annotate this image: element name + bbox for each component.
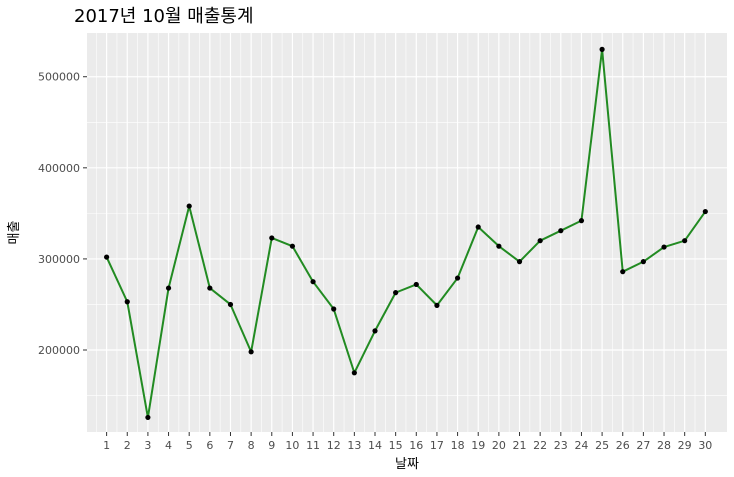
data-point-28 — [661, 244, 667, 250]
series-layer — [105, 48, 707, 419]
data-point-23 — [558, 228, 564, 234]
y-tick-label: 500000 — [38, 71, 80, 84]
minor-gridlines — [87, 33, 727, 432]
x-tick-label: 21 — [513, 439, 527, 452]
data-point-16 — [413, 281, 419, 288]
major-gridlines — [87, 33, 727, 432]
data-point-11 — [310, 279, 316, 285]
x-tick-label: 16 — [409, 439, 423, 452]
data-point-3 — [145, 414, 151, 421]
data-point-13 — [351, 370, 357, 376]
x-tick-label: 22 — [533, 439, 547, 452]
y-tick-label: 300000 — [38, 253, 80, 266]
x-tick-label: 12 — [327, 439, 341, 452]
x-tick-label: 26 — [616, 439, 630, 452]
x-tick-label: 15 — [389, 439, 403, 452]
data-point-7 — [227, 301, 234, 308]
data-point-6 — [207, 285, 213, 291]
y-tick-label: 200000 — [38, 344, 80, 357]
x-tick-label: 13 — [347, 439, 361, 452]
data-point-22 — [537, 238, 543, 244]
data-point-8 — [248, 349, 254, 355]
x-tick-label: 18 — [451, 439, 465, 452]
x-tick-label: 5 — [186, 439, 193, 452]
plot-panel — [87, 33, 727, 432]
data-point-10 — [289, 243, 296, 249]
y-tick-label: 400000 — [38, 162, 80, 175]
data-point-17 — [434, 302, 440, 308]
x-tick-label: 24 — [574, 439, 588, 452]
x-tick-label: 9 — [268, 439, 275, 452]
data-point-2 — [124, 299, 130, 305]
data-point-14 — [372, 328, 378, 334]
x-tick-label: 8 — [248, 439, 255, 452]
x-tick-label: 7 — [227, 439, 234, 452]
x-tick-label: 3 — [144, 439, 151, 452]
x-tick-label: 17 — [430, 439, 444, 452]
data-point-24 — [578, 218, 585, 224]
x-tick-label: 4 — [165, 439, 172, 452]
data-point-29 — [682, 238, 688, 244]
x-tick-label: 23 — [554, 439, 568, 452]
x-axis: 1 2 3 4 5 6 7 8 9 10 11 12 13 14 15 16 17 18 19 20 21 22 23 24 2… — [103, 432, 712, 452]
y-axis: 200000 300000 400000 500000 — [38, 71, 87, 357]
points-layer — [104, 46, 708, 421]
x-tick-label: 10 — [285, 439, 299, 452]
x-tick-label: 19 — [471, 439, 485, 452]
data-point-4 — [165, 285, 172, 291]
x-tick-label: 1 — [103, 439, 110, 452]
data-point-21 — [516, 259, 523, 265]
data-point-19 — [475, 224, 481, 230]
data-point-15 — [393, 290, 399, 296]
data-point-12 — [331, 306, 337, 312]
x-tick-label: 28 — [657, 439, 671, 452]
x-tick-label: 20 — [492, 439, 506, 452]
y-axis-label: 매출 — [7, 221, 22, 245]
series-line — [105, 48, 707, 419]
x-tick-label: 11 — [306, 439, 320, 452]
x-tick-label: 2 — [124, 439, 131, 452]
x-tick-label: 6 — [206, 439, 213, 452]
x-tick-label: 14 — [368, 439, 382, 452]
x-tick-label: 27 — [636, 439, 650, 452]
data-point-1 — [104, 254, 110, 260]
data-point-25 — [599, 46, 605, 52]
data-point-18 — [454, 275, 461, 281]
x-tick-label: 30 — [698, 439, 712, 452]
x-tick-label: 25 — [595, 439, 609, 452]
data-point-9 — [269, 235, 275, 241]
data-point-5 — [186, 203, 192, 209]
data-point-20 — [496, 243, 502, 249]
data-point-30 — [702, 208, 708, 215]
data-point-26 — [620, 269, 626, 275]
chart-title: 2017년 10월 매출통계 — [74, 6, 254, 27]
x-axis-label: 날짜 — [395, 457, 419, 472]
x-tick-label: 29 — [678, 439, 692, 452]
data-point-27 — [640, 259, 646, 265]
